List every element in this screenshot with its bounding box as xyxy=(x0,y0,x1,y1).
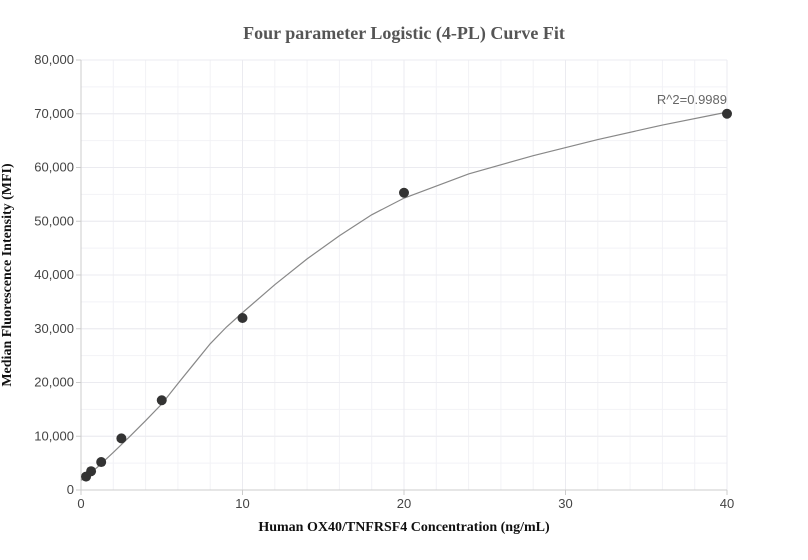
chart-title: Four parameter Logistic (4-PL) Curve Fit xyxy=(243,23,565,44)
x-tick-label: 0 xyxy=(77,496,84,511)
y-tick-label: 0 xyxy=(67,482,74,497)
x-tick-label: 20 xyxy=(397,496,411,511)
x-tick-label: 10 xyxy=(235,496,249,511)
r-squared-annotation: R^2=0.9989 xyxy=(657,92,727,107)
y-tick-label: 20,000 xyxy=(34,375,74,390)
y-tick-label: 30,000 xyxy=(34,321,74,336)
axes xyxy=(76,59,728,495)
data-point xyxy=(96,457,107,468)
x-tick-label: 30 xyxy=(558,496,572,511)
data-point xyxy=(156,395,167,406)
data-points xyxy=(81,108,732,482)
y-tick-label: 80,000 xyxy=(34,52,74,67)
y-tick-label: 50,000 xyxy=(34,213,74,228)
fit-curve-line xyxy=(80,111,728,481)
y-tick-label: 70,000 xyxy=(34,106,74,121)
data-point xyxy=(237,313,248,323)
x-axis-label: Human OX40/TNFRSF4 Concentration (ng/mL) xyxy=(258,520,550,535)
fit-curve-group xyxy=(80,111,728,481)
annotations: R^2=0.9989 xyxy=(657,92,727,107)
data-point xyxy=(399,187,409,198)
data-point xyxy=(116,433,127,444)
y-tick-label: 60,000 xyxy=(34,160,74,175)
y-axis-label: Median Fluorescence Intensity (MFI) xyxy=(0,163,15,387)
data-point xyxy=(86,466,97,477)
y-tick-label: 10,000 xyxy=(34,428,74,443)
tick-labels: 0 10 20 30 40 0 10,000 20,000 30,000 40,000 50,000… xyxy=(34,52,734,511)
y-tick-label: 40,000 xyxy=(34,267,74,282)
data-point xyxy=(722,108,732,119)
grid xyxy=(80,59,728,491)
x-tick-label: 40 xyxy=(720,496,734,511)
